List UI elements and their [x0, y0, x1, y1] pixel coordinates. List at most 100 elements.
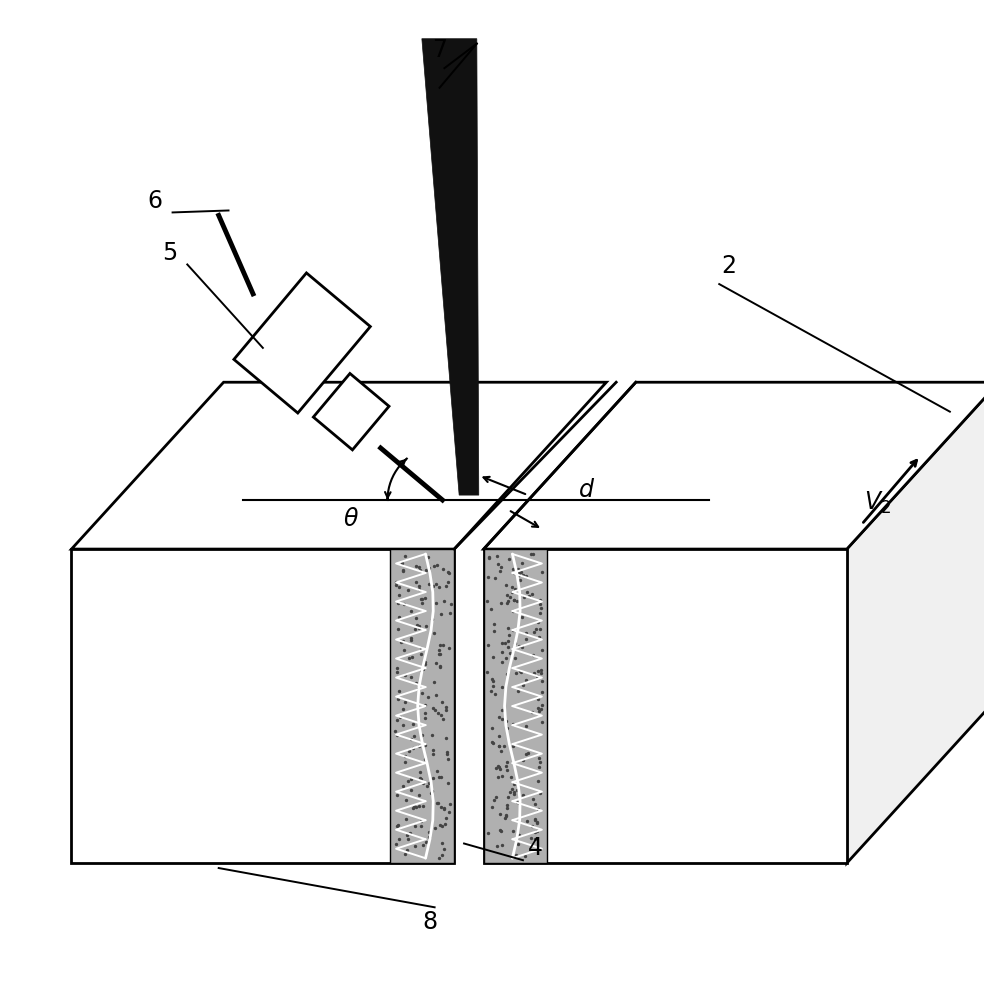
Point: [394, 701, 410, 717]
Polygon shape: [421, 39, 478, 495]
Point: [527, 796, 542, 812]
Point: [405, 798, 421, 814]
Point: [418, 618, 434, 634]
Point: [411, 620, 427, 636]
Point: [431, 646, 447, 662]
Point: [505, 622, 521, 638]
Point: [525, 546, 540, 562]
Text: 8: 8: [422, 910, 437, 934]
Point: [423, 785, 439, 801]
Point: [520, 745, 535, 761]
Point: [416, 705, 432, 721]
Point: [504, 781, 520, 797]
Point: [413, 646, 429, 662]
Polygon shape: [390, 549, 454, 863]
Point: [393, 555, 409, 571]
Point: [510, 683, 526, 699]
Point: [402, 632, 418, 648]
Point: [390, 817, 406, 833]
Point: [414, 775, 430, 791]
Point: [438, 699, 454, 715]
Point: [394, 633, 410, 649]
Point: [427, 687, 443, 703]
Point: [414, 727, 430, 743]
Point: [531, 621, 547, 637]
Point: [413, 818, 429, 834]
Point: [508, 847, 524, 863]
Point: [416, 590, 432, 606]
Point: [389, 621, 405, 637]
Point: [531, 703, 547, 719]
Point: [533, 673, 549, 689]
Point: [533, 564, 549, 580]
Point: [430, 769, 446, 785]
Point: [408, 574, 424, 590]
Text: $\theta$: $\theta$: [343, 508, 359, 531]
Point: [395, 596, 411, 612]
Point: [484, 799, 500, 815]
Point: [440, 564, 456, 580]
Point: [511, 795, 527, 811]
Point: [413, 591, 429, 607]
Point: [479, 825, 495, 841]
Point: [407, 558, 423, 574]
Point: [530, 629, 546, 645]
Point: [429, 763, 445, 779]
Point: [397, 792, 413, 808]
Point: [518, 625, 533, 641]
Point: [392, 634, 408, 650]
Point: [436, 841, 452, 857]
Point: [421, 560, 437, 576]
Point: [411, 787, 427, 803]
Point: [398, 842, 414, 858]
Point: [387, 836, 403, 852]
Point: [410, 581, 426, 597]
Point: [420, 549, 436, 565]
Point: [427, 702, 443, 718]
Point: [402, 603, 418, 619]
Point: [518, 718, 533, 734]
Point: [434, 818, 450, 834]
Point: [431, 642, 447, 658]
Point: [530, 750, 546, 766]
Point: [507, 650, 523, 666]
Point: [437, 816, 453, 832]
Point: [416, 737, 432, 753]
Point: [492, 595, 508, 611]
Point: [438, 810, 454, 826]
Point: [508, 563, 524, 579]
Point: [529, 691, 545, 707]
Point: [396, 748, 412, 764]
Point: [435, 711, 451, 727]
Point: [432, 659, 448, 675]
Point: [388, 664, 404, 680]
Point: [509, 593, 525, 609]
Point: [500, 620, 516, 636]
Point: [413, 685, 429, 701]
Point: [528, 814, 544, 830]
Point: [484, 678, 500, 694]
Point: [394, 778, 410, 794]
Point: [408, 617, 424, 633]
Point: [499, 639, 515, 655]
Point: [431, 850, 447, 866]
Point: [494, 702, 510, 718]
Point: [533, 684, 549, 700]
Point: [512, 663, 528, 679]
Point: [408, 675, 424, 691]
Point: [483, 601, 499, 617]
Point: [402, 771, 418, 787]
Point: [517, 848, 532, 864]
Point: [399, 827, 415, 843]
Point: [533, 642, 549, 658]
Point: [394, 562, 410, 578]
Point: [498, 807, 514, 823]
Point: [498, 595, 514, 611]
Point: [484, 735, 500, 751]
Point: [510, 561, 526, 577]
Point: [404, 740, 420, 756]
Point: [439, 746, 455, 762]
Point: [527, 812, 542, 828]
Point: [506, 592, 522, 608]
Point: [515, 787, 530, 803]
